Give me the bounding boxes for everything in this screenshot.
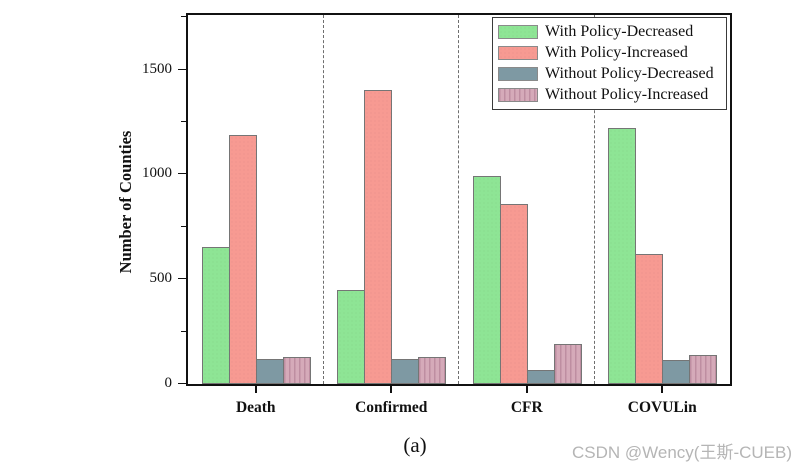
legend-swatch: [498, 87, 538, 102]
group-separator-line: [593, 15, 595, 384]
legend-label: With Policy-Increased: [545, 44, 688, 62]
bar-COVULin-Without Policy-Decreased: [662, 359, 691, 384]
y-axis-tick-label: 1500: [142, 60, 172, 77]
bar-Confirmed-With Policy-Decreased: [337, 289, 366, 384]
x-category-label: COVULin: [627, 399, 697, 416]
x-category-label: Death: [235, 399, 276, 416]
y-axis-minor-tick: [181, 225, 186, 227]
x-axis-tick: [661, 386, 664, 393]
legend-label: Without Policy-Decreased: [545, 64, 714, 82]
y-axis-minor-tick: [181, 330, 186, 332]
legend-item: Without Policy-Decreased: [498, 64, 722, 85]
bar-Death-Without Policy-Increased: [282, 356, 311, 384]
y-axis-tick-label: 500: [149, 270, 173, 287]
y-axis-major-tick: [178, 278, 186, 280]
group-separator-line: [322, 15, 324, 384]
group-separator-line: [458, 15, 460, 384]
legend-item: Without Policy-Increased: [498, 84, 722, 105]
bar-Confirmed-Without Policy-Decreased: [391, 358, 420, 384]
legend-swatch: [498, 66, 538, 81]
bar-Confirmed-With Policy-Increased: [364, 90, 393, 384]
x-category-label: Confirmed: [355, 399, 428, 416]
legend-label: With Policy-Decreased: [545, 23, 694, 41]
bar-Death-With Policy-Decreased: [201, 246, 230, 384]
bar-CFR-With Policy-Increased: [499, 203, 528, 384]
y-axis-major-tick: [178, 383, 186, 384]
y-axis-minor-tick: [181, 16, 186, 18]
y-axis-major-tick: [178, 173, 186, 175]
plot-area: 0 500 1000 1500 Death Confirmed CFR COVULin With…: [142, 13, 732, 416]
watermark: CSDN @Wency(王斯-CUEB): [571, 443, 792, 462]
bar-COVULin-Without Policy-Increased: [689, 354, 718, 384]
bar-CFR-Without Policy-Increased: [553, 344, 582, 384]
figure-caption: (a): [403, 433, 427, 457]
y-axis-minor-tick: [181, 120, 186, 122]
bar-COVULin-With Policy-Increased: [635, 254, 664, 384]
x-axis-tick: [525, 386, 528, 393]
legend-item: With Policy-Decreased: [498, 22, 722, 43]
bar-CFR-With Policy-Decreased: [472, 176, 501, 384]
y-axis-tick-label: 0: [164, 375, 173, 391]
bar-Death-With Policy-Increased: [228, 134, 257, 384]
bar-Confirmed-Without Policy-Increased: [418, 356, 447, 384]
y-axis-tick-label: 1000: [142, 165, 172, 182]
legend-label: Without Policy-Increased: [545, 85, 709, 103]
legend-swatch: [498, 46, 538, 61]
legend-swatch: [498, 25, 538, 40]
legend-item: With Policy-Increased: [498, 43, 722, 64]
legend: With Policy-Decreased With Policy-Increas…: [492, 17, 727, 111]
bar-CFR-Without Policy-Decreased: [526, 370, 555, 384]
y-axis-major-tick: [178, 68, 186, 70]
bar-Death-Without Policy-Decreased: [255, 358, 284, 384]
x-category-label: CFR: [510, 399, 543, 416]
x-axis-tick: [254, 386, 257, 393]
bar-COVULin-With Policy-Decreased: [608, 128, 637, 384]
x-axis-tick: [390, 386, 393, 393]
y-axis-title: Number of Counties: [116, 130, 135, 274]
